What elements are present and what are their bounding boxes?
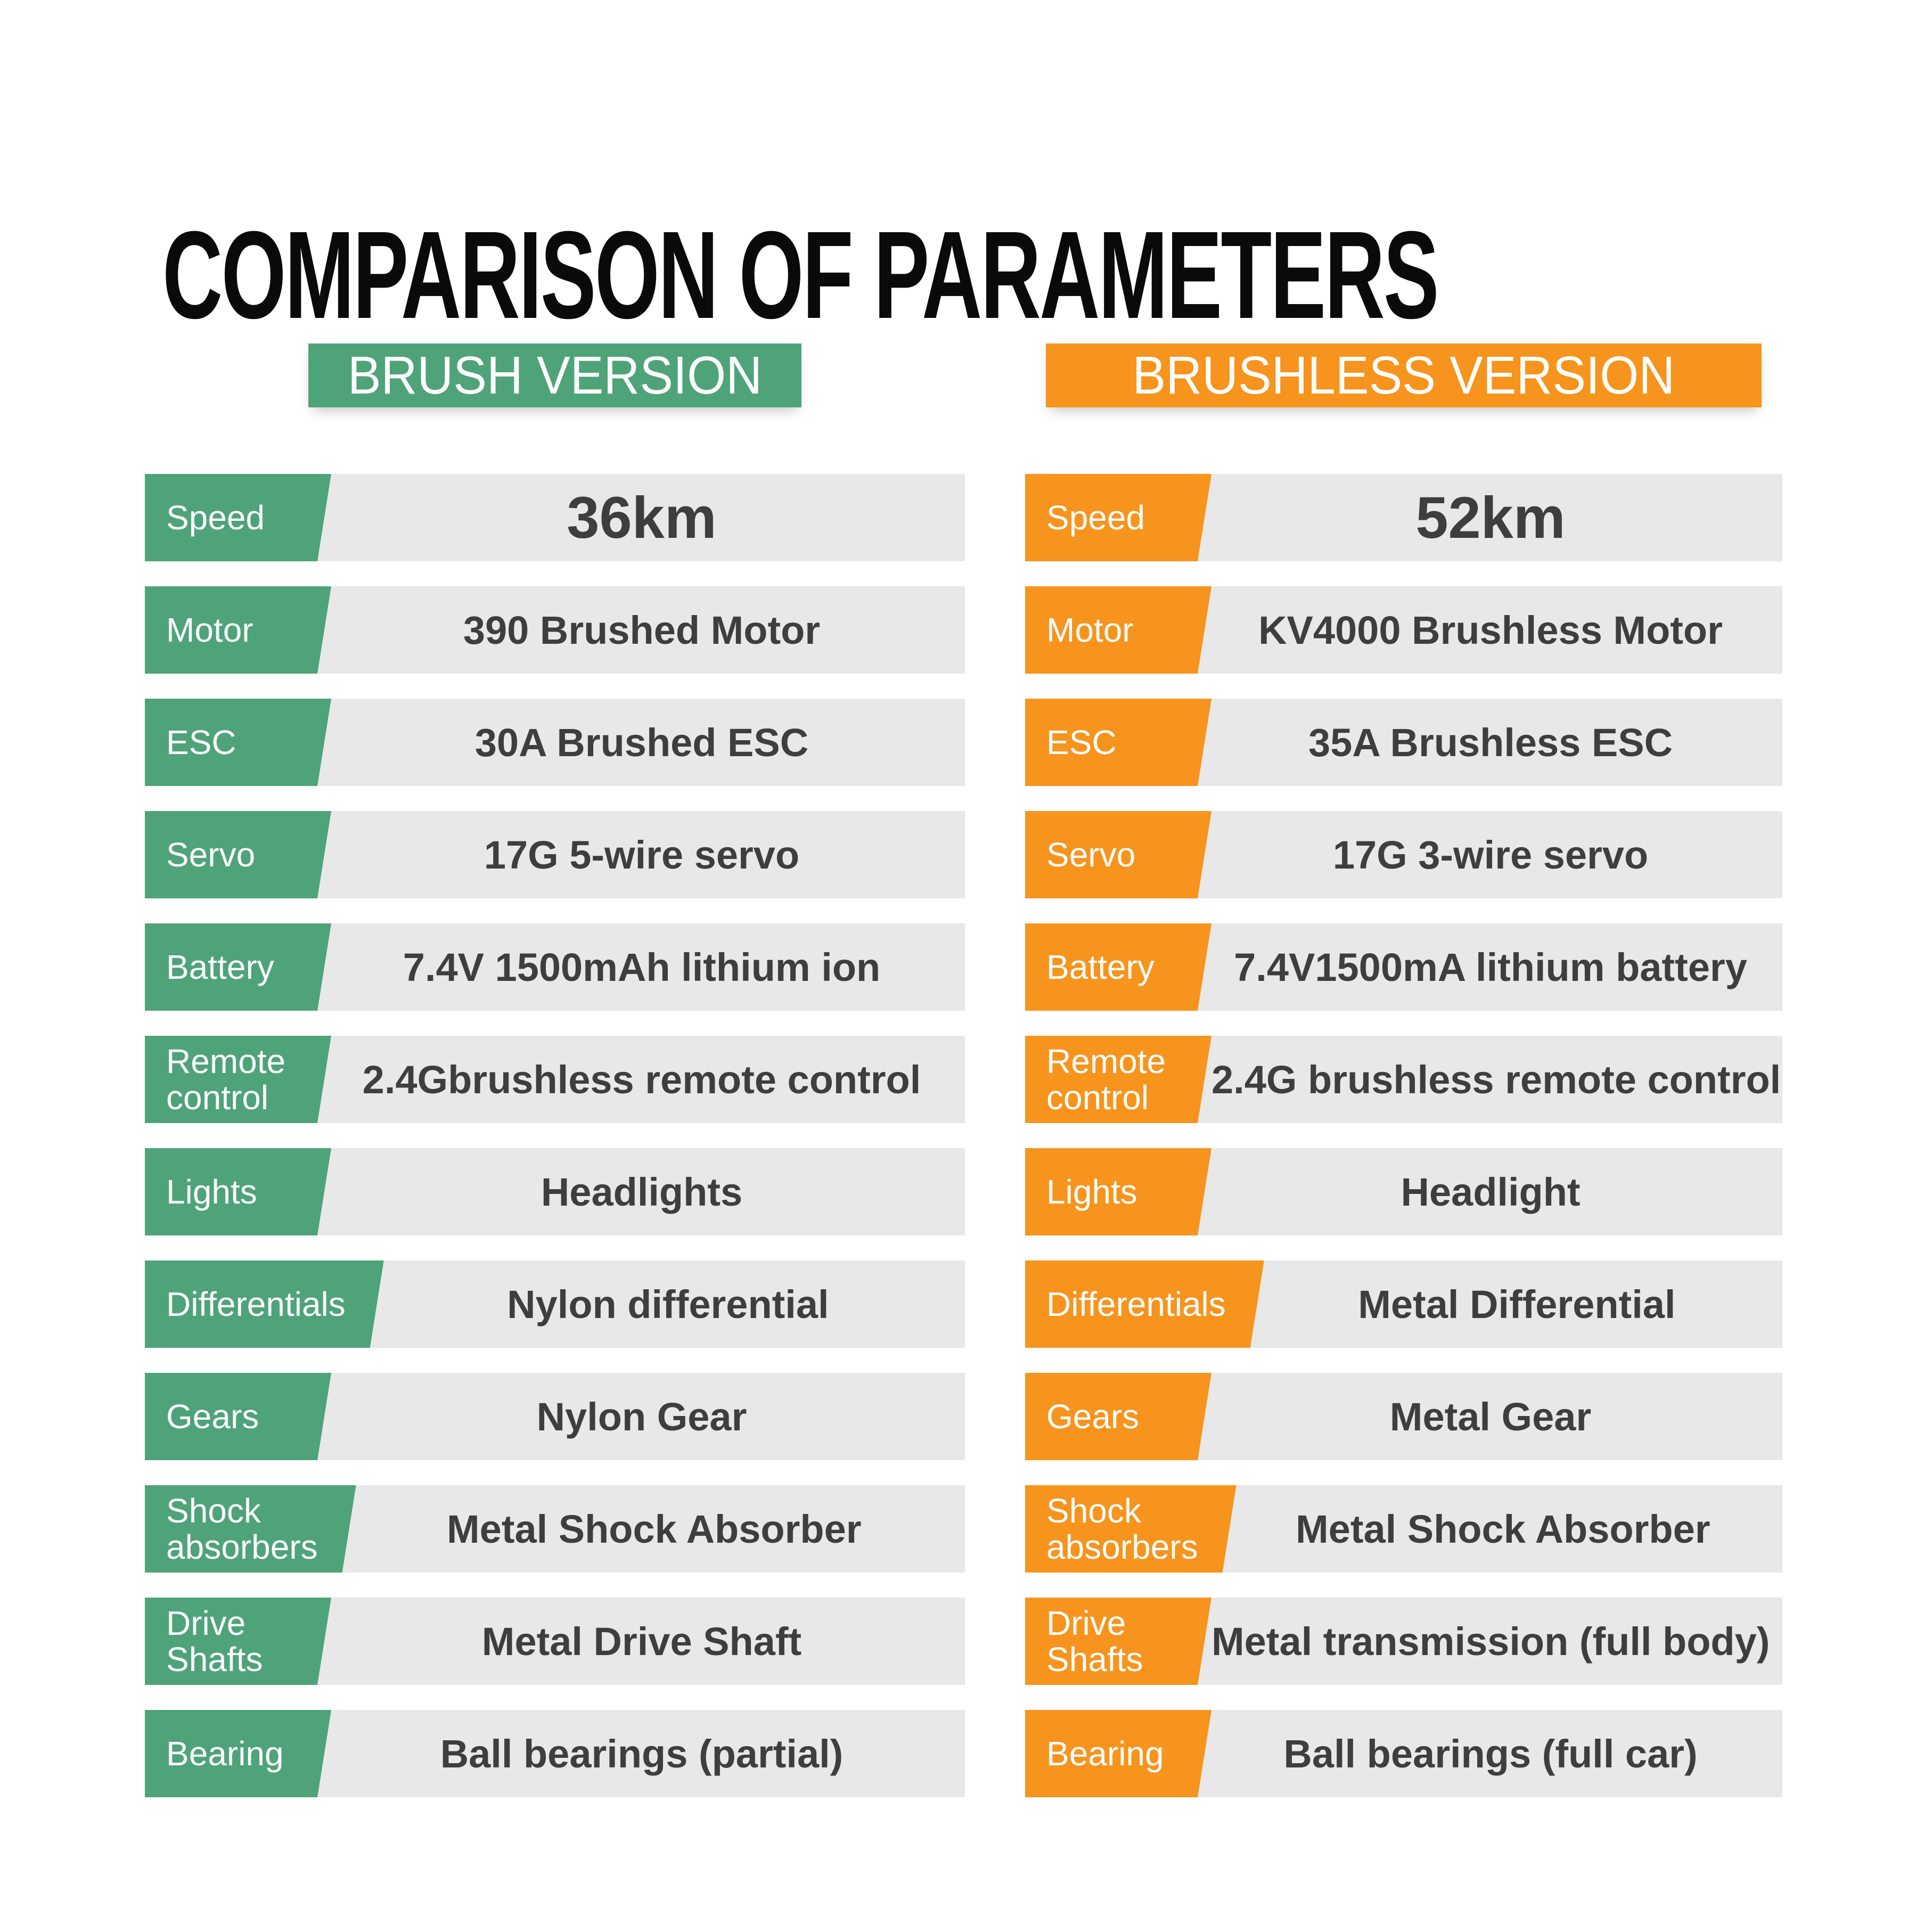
spec-label: Servo	[145, 811, 331, 898]
spec-label: Differentials	[145, 1260, 384, 1348]
spec-value: Metal Shock Absorber	[447, 1507, 862, 1551]
spec-label: Drive Shafts	[145, 1598, 331, 1685]
spec-value: 7.4V 1500mAh lithium ion	[403, 945, 881, 989]
page-title: COMPARISON OF PARAMETERS	[162, 212, 1932, 337]
spec-label: Shock absorbers	[1025, 1485, 1237, 1573]
spec-row-differentials: Differentials Nylon differential	[145, 1260, 965, 1348]
spec-label: Shock absorbers	[145, 1485, 356, 1573]
spec-label: Servo	[1025, 811, 1211, 898]
spec-value: 36km	[567, 485, 717, 551]
spec-value: Ball bearings (full car)	[1283, 1731, 1698, 1776]
spec-label: Bearing	[1025, 1710, 1211, 1797]
spec-label: Differentials	[1025, 1260, 1264, 1348]
spec-row-shock-absorbers: Shock absorbers Metal Shock Absorber	[145, 1485, 965, 1573]
spec-label: ESC	[1025, 699, 1211, 786]
brushless-version-column: BRUSHLESS VERSION Speed 52km Motor KV4000 B…	[1025, 343, 1782, 1797]
spec-row-remote-control: Remote control 2.4Gbrushless remote contro…	[145, 1036, 965, 1123]
comparison-columns: BRUSH VERSION Speed 36km Motor 390 Brushed …	[145, 343, 1782, 1797]
spec-label: Battery	[145, 923, 331, 1011]
spec-row-esc: ESC 35A Brushless ESC	[1025, 699, 1782, 786]
spec-label: Motor	[145, 586, 331, 674]
brushless-version-header: BRUSHLESS VERSION	[1046, 343, 1762, 407]
spec-value: KV4000 Brushless Motor	[1258, 608, 1723, 652]
spec-row-motor: Motor KV4000 Brushless Motor	[1025, 586, 1782, 674]
spec-value: Headlights	[541, 1169, 743, 1214]
brush-version-column: BRUSH VERSION Speed 36km Motor 390 Brushed …	[145, 343, 965, 1797]
spec-row-servo: Servo 17G 5-wire servo	[145, 811, 965, 898]
spec-label: Gears	[145, 1373, 331, 1460]
spec-label: Bearing	[145, 1710, 331, 1797]
spec-row-gears: Gears Nylon Gear	[145, 1373, 965, 1460]
spec-value: Nylon Gear	[536, 1394, 747, 1439]
spec-row-drive-shafts: Drive Shafts Metal Drive Shaft	[145, 1598, 965, 1685]
brush-version-rows: Speed 36km Motor 390 Brushed Motor ESC 30A Br…	[145, 474, 965, 1797]
spec-label: ESC	[145, 699, 331, 786]
spec-row-shock-absorbers: Shock absorbers Metal Shock Absorber	[1025, 1485, 1782, 1573]
spec-value: 52km	[1415, 485, 1566, 551]
spec-row-motor: Motor 390 Brushed Motor	[145, 586, 965, 674]
spec-row-lights: Lights Headlights	[145, 1148, 965, 1235]
spec-value: Ball bearings (partial)	[440, 1731, 844, 1776]
brush-version-header-label: BRUSH VERSION	[347, 346, 763, 405]
spec-row-servo: Servo 17G 3-wire servo	[1025, 811, 1782, 898]
spec-row-drive-shafts: Drive Shafts Metal transmission (full body…	[1025, 1598, 1782, 1685]
spec-row-remote-control: Remote control 2.4G brushless remote contr…	[1025, 1036, 1782, 1123]
spec-value: 17G 5-wire servo	[484, 832, 800, 877]
spec-label: Remote control	[1025, 1036, 1211, 1123]
page-title-text: COMPARISON OF PARAMETERS	[162, 204, 1439, 345]
brushless-version-rows: Speed 52km Motor KV4000 Brushless Motor ESC 3…	[1025, 474, 1782, 1797]
spec-value: Metal Drive Shaft	[481, 1619, 802, 1664]
spec-label: Lights	[145, 1148, 331, 1235]
spec-row-lights: Lights Headlight	[1025, 1148, 1782, 1235]
spec-value: 390 Brushed Motor	[463, 608, 821, 652]
spec-row-bearing: Bearing Ball bearings (partial)	[145, 1710, 965, 1797]
spec-label: Remote control	[145, 1036, 331, 1123]
brushless-version-header-label: BRUSHLESS VERSION	[1132, 346, 1675, 405]
spec-row-gears: Gears Metal Gear	[1025, 1373, 1782, 1460]
spec-label: Drive Shafts	[1025, 1598, 1211, 1685]
spec-value: Headlight	[1401, 1169, 1581, 1214]
spec-row-battery: Battery 7.4V1500mA lithium battery	[1025, 923, 1782, 1011]
spec-value: 17G 3-wire servo	[1332, 832, 1649, 877]
spec-value: 35A Brushless ESC	[1308, 720, 1673, 765]
spec-label: Gears	[1025, 1373, 1211, 1460]
spec-row-differentials: Differentials Metal Differential	[1025, 1260, 1782, 1348]
spec-label: Lights	[1025, 1148, 1211, 1235]
brush-version-header: BRUSH VERSION	[308, 343, 801, 407]
spec-value: Metal Shock Absorber	[1296, 1507, 1710, 1551]
spec-value: Nylon differential	[507, 1282, 829, 1327]
spec-value: 7.4V1500mA lithium battery	[1234, 945, 1747, 989]
spec-value: 2.4Gbrushless remote control	[362, 1057, 921, 1102]
spec-row-speed: Speed 36km	[145, 474, 965, 561]
spec-label: Speed	[145, 474, 331, 561]
spec-label: Battery	[1025, 923, 1211, 1011]
spec-value: Metal Gear	[1389, 1394, 1592, 1439]
spec-value: 2.4G brushless remote control	[1211, 1057, 1781, 1102]
spec-row-speed: Speed 52km	[1025, 474, 1782, 561]
spec-value: Metal transmission (full body)	[1211, 1619, 1770, 1664]
spec-value: 30A Brushed ESC	[474, 720, 809, 765]
spec-row-battery: Battery 7.4V 1500mAh lithium ion	[145, 923, 965, 1011]
spec-row-bearing: Bearing Ball bearings (full car)	[1025, 1710, 1782, 1797]
spec-label: Motor	[1025, 586, 1211, 674]
spec-value: Metal Differential	[1358, 1282, 1676, 1327]
spec-label: Speed	[1025, 474, 1211, 561]
spec-row-esc: ESC 30A Brushed ESC	[145, 699, 965, 786]
